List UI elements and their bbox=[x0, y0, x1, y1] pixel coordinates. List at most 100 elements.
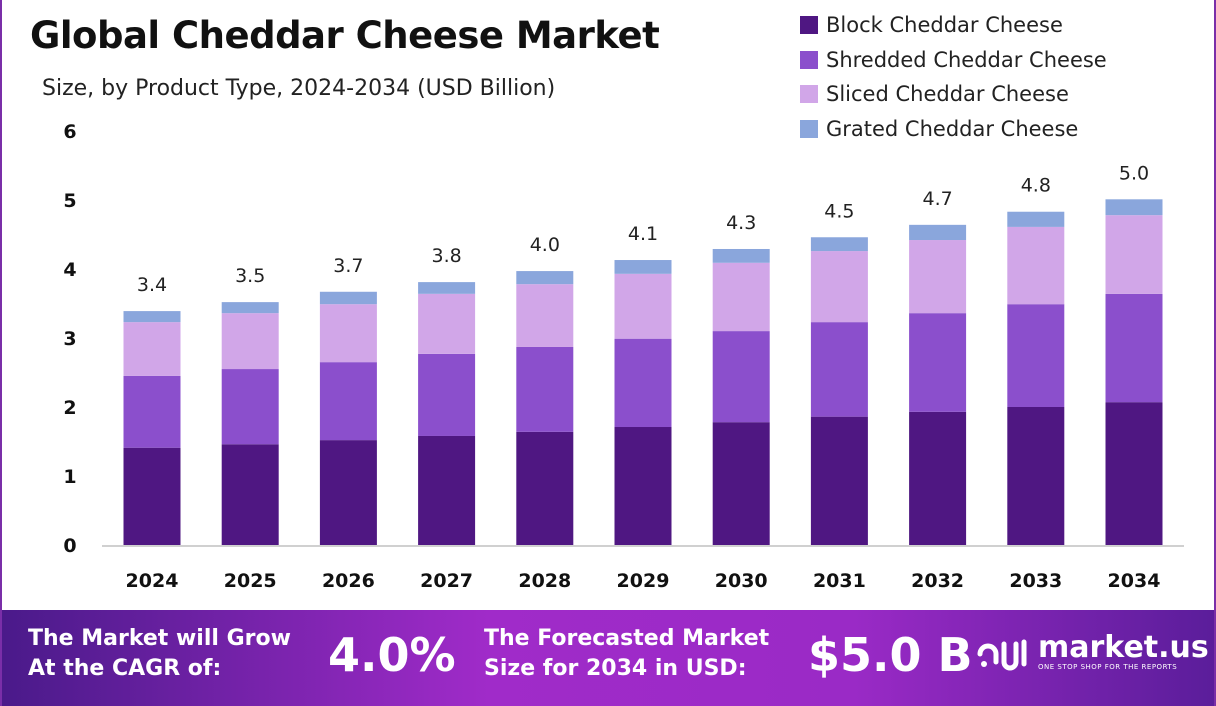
bar-segment-shredded-cheddar-cheese bbox=[1007, 304, 1065, 407]
x-tick-label: 2033 bbox=[1009, 570, 1062, 592]
chart-title: Global Cheddar Cheese Market bbox=[30, 14, 660, 57]
bar-segment-block-cheddar-cheese bbox=[221, 444, 279, 545]
legend-swatch bbox=[800, 50, 818, 69]
bar-segment-block-cheddar-cheese bbox=[516, 431, 574, 545]
x-tick-label: 2025 bbox=[224, 570, 277, 592]
bar-segment-sliced-cheddar-cheese bbox=[1007, 226, 1065, 305]
forecast-label: The Forecasted Market Size for 2034 in U… bbox=[484, 624, 769, 684]
bar-segment-shredded-cheddar-cheese bbox=[712, 331, 770, 423]
legend-label: Sliced Cheddar Cheese bbox=[826, 82, 1069, 107]
bar-segment-grated-cheddar-cheese bbox=[1105, 199, 1163, 216]
legend-label: Shredded Cheddar Cheese bbox=[826, 47, 1107, 72]
x-tick-label: 2028 bbox=[518, 570, 571, 592]
y-tick-label: 1 bbox=[63, 466, 76, 488]
y-tick-label: 3 bbox=[63, 328, 76, 350]
x-tick-label: 2032 bbox=[911, 570, 964, 592]
x-tick-label: 2034 bbox=[1108, 570, 1161, 592]
legend-item: Shredded Cheddar Cheese bbox=[800, 43, 1107, 78]
cagr-label: The Market will Grow At the CAGR of: bbox=[28, 624, 291, 684]
bar-segment-shredded-cheddar-cheese bbox=[614, 338, 672, 428]
total-data-label: 4.3 bbox=[726, 212, 756, 234]
legend-item: Grated Cheddar Cheese bbox=[800, 112, 1107, 147]
bar-segment-block-cheddar-cheese bbox=[123, 447, 181, 545]
bar-segment-block-cheddar-cheese bbox=[1007, 407, 1065, 545]
total-data-label: 5.0 bbox=[1119, 162, 1149, 184]
cagr-label-line1: The Market will Grow bbox=[28, 626, 291, 651]
summary-banner: The Market will Grow At the CAGR of: 4.0… bbox=[2, 610, 1214, 706]
x-tick-label: 2030 bbox=[715, 570, 768, 592]
logo-icon bbox=[977, 639, 1027, 671]
bar-segment-sliced-cheddar-cheese bbox=[319, 304, 377, 363]
bar-segment-sliced-cheddar-cheese bbox=[712, 262, 770, 332]
total-data-label: 4.1 bbox=[628, 223, 658, 245]
y-tick-label: 4 bbox=[63, 259, 76, 281]
forecast-label-line1: The Forecasted Market bbox=[484, 626, 770, 651]
bar-segment-grated-cheddar-cheese bbox=[516, 271, 574, 285]
forecast-value: $5.0 B bbox=[808, 628, 973, 682]
bar-segment-shredded-cheddar-cheese bbox=[319, 362, 377, 441]
x-tick-label: 2024 bbox=[126, 570, 179, 592]
total-data-label: 3.7 bbox=[333, 255, 363, 277]
logo-text: market.us bbox=[1038, 630, 1209, 665]
bar-segment-shredded-cheddar-cheese bbox=[516, 346, 574, 432]
bar-segment-grated-cheddar-cheese bbox=[418, 282, 476, 294]
bar-segment-shredded-cheddar-cheese bbox=[1105, 293, 1163, 403]
bar-segment-grated-cheddar-cheese bbox=[909, 224, 967, 241]
total-data-label: 3.8 bbox=[431, 245, 461, 267]
bar-segment-sliced-cheddar-cheese bbox=[516, 284, 574, 347]
market-us-logo: market.us ONE STOP SHOP FOR THE REPORTS bbox=[974, 632, 1209, 672]
bar-segment-sliced-cheddar-cheese bbox=[909, 240, 967, 314]
bar-segment-block-cheddar-cheese bbox=[1105, 402, 1163, 545]
bar-segment-block-cheddar-cheese bbox=[909, 411, 967, 545]
y-tick-label: 6 bbox=[63, 121, 76, 143]
chart-subtitle: Size, by Product Type, 2024-2034 (USD Bi… bbox=[42, 76, 556, 101]
bar-segment-grated-cheddar-cheese bbox=[810, 237, 868, 252]
legend-label: Grated Cheddar Cheese bbox=[826, 116, 1079, 141]
x-tick-label: 2027 bbox=[420, 570, 473, 592]
forecast-label-line2: Size for 2034 in USD: bbox=[484, 656, 747, 681]
total-data-label: 3.5 bbox=[235, 265, 265, 287]
bar-segment-sliced-cheddar-cheese bbox=[614, 273, 672, 339]
bar-segment-block-cheddar-cheese bbox=[418, 435, 476, 545]
legend: Block Cheddar Cheese Shredded Cheddar Che… bbox=[800, 8, 1107, 146]
bar-segment-block-cheddar-cheese bbox=[319, 440, 377, 545]
bar-segment-grated-cheddar-cheese bbox=[1007, 211, 1065, 227]
bar-segment-sliced-cheddar-cheese bbox=[418, 293, 476, 354]
bar-segment-shredded-cheddar-cheese bbox=[221, 369, 279, 445]
cagr-value: 4.0% bbox=[328, 628, 456, 682]
total-data-label: 4.5 bbox=[824, 200, 854, 222]
bar-segment-shredded-cheddar-cheese bbox=[810, 322, 868, 417]
y-tick-label: 2 bbox=[63, 397, 76, 419]
logo-tagline: ONE STOP SHOP FOR THE REPORTS bbox=[1038, 663, 1178, 671]
bar-segment-shredded-cheddar-cheese bbox=[909, 313, 967, 412]
chart-plot: 0 1 2 3 4 5 6 3.4 2024 3.5 2025 3.7 2026 3.8 2027 4.0 20… bbox=[63, 121, 1184, 592]
legend-item: Sliced Cheddar Cheese bbox=[800, 77, 1107, 112]
total-data-label: 4.7 bbox=[922, 188, 952, 210]
bar-segment-grated-cheddar-cheese bbox=[221, 302, 279, 314]
total-data-label: 4.8 bbox=[1021, 175, 1051, 197]
bar-segment-block-cheddar-cheese bbox=[810, 416, 868, 545]
x-tick-label: 2031 bbox=[813, 570, 866, 592]
total-data-label: 3.4 bbox=[137, 274, 167, 296]
cagr-label-line2: At the CAGR of: bbox=[28, 656, 222, 681]
legend-swatch bbox=[800, 85, 818, 104]
legend-item: Block Cheddar Cheese bbox=[800, 8, 1107, 43]
y-tick-label: 5 bbox=[63, 190, 76, 212]
bar-segment-grated-cheddar-cheese bbox=[123, 311, 181, 323]
legend-swatch bbox=[800, 16, 818, 35]
bar-segment-sliced-cheddar-cheese bbox=[1105, 215, 1163, 294]
bar-segment-grated-cheddar-cheese bbox=[614, 260, 672, 274]
bar-segment-sliced-cheddar-cheese bbox=[810, 251, 868, 323]
legend-label: Block Cheddar Cheese bbox=[826, 13, 1063, 38]
bar-segment-grated-cheddar-cheese bbox=[712, 248, 770, 263]
bar-segment-sliced-cheddar-cheese bbox=[123, 322, 181, 376]
bar-segment-shredded-cheddar-cheese bbox=[418, 353, 476, 436]
bar-segment-block-cheddar-cheese bbox=[712, 422, 770, 545]
bar-segment-grated-cheddar-cheese bbox=[319, 291, 377, 305]
x-tick-label: 2026 bbox=[322, 570, 375, 592]
legend-swatch bbox=[800, 119, 818, 138]
bar-segment-sliced-cheddar-cheese bbox=[221, 313, 279, 370]
x-tick-label: 2029 bbox=[617, 570, 670, 592]
bar-segment-shredded-cheddar-cheese bbox=[123, 375, 181, 448]
